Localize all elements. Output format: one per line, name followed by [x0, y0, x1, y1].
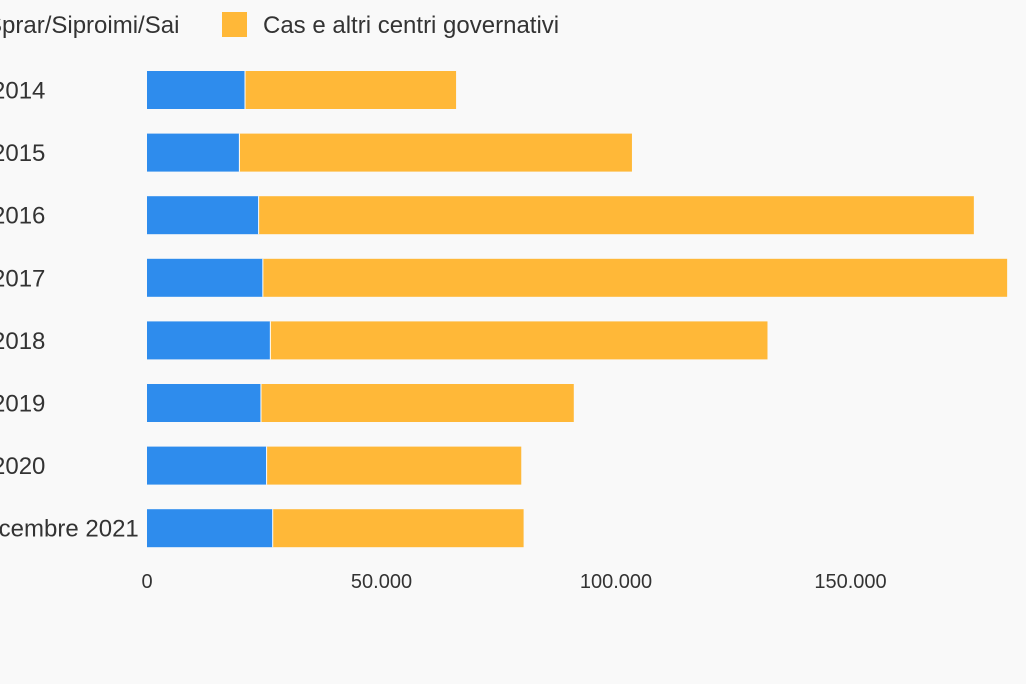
category-label-1: 2015: [0, 140, 45, 167]
category-labels: 2014 2015 2016 2017 2018 2019 2020 dicembre 202…: [0, 78, 139, 543]
bar-1-series-0: [147, 133, 240, 172]
bar-4-series-0: [147, 321, 271, 360]
bar-7-series-0: [147, 509, 273, 548]
bar-3-series-1: [262, 258, 1008, 297]
bar-5-series-1: [260, 384, 574, 422]
legend: Sprar/Siproimi/Sai Cas e altri centri gov…: [0, 12, 559, 39]
bar-1-series-1: [239, 133, 632, 172]
x-tick-label-1: 50.000: [351, 571, 412, 593]
x-tick-label-0: 0: [141, 571, 152, 593]
bar-2-series-0: [147, 196, 259, 235]
bar-0-series-0: [147, 71, 246, 109]
category-label-3: 2017: [0, 265, 45, 292]
bar-0-series-1: [245, 71, 457, 109]
category-label-6: 2020: [0, 453, 45, 480]
legend-1-label: Cas e altri centri governativi: [263, 12, 559, 39]
bar-4-series-1: [270, 321, 768, 360]
x-tick-label-3: 150.000: [814, 571, 886, 593]
bar-7-series-1: [272, 509, 524, 548]
bar-5-series-0: [147, 384, 261, 422]
x-tick-label-2: 100.000: [580, 571, 652, 593]
bar-2-series-1: [258, 196, 974, 235]
bar-6-series-1: [266, 446, 522, 485]
category-label-7: dicembre 2021: [0, 516, 139, 543]
category-label-4: 2018: [0, 328, 45, 355]
category-label-2: 2016: [0, 203, 45, 230]
bar-6-series-0: [147, 446, 267, 485]
category-label-5: 2019: [0, 391, 45, 418]
bar-3-series-0: [147, 258, 263, 297]
category-label-0: 2014: [0, 78, 45, 105]
legend-1-swatch: [222, 12, 247, 37]
legend-0-label: Sprar/Siproimi/Sai: [0, 12, 179, 39]
bars: [147, 71, 1008, 548]
